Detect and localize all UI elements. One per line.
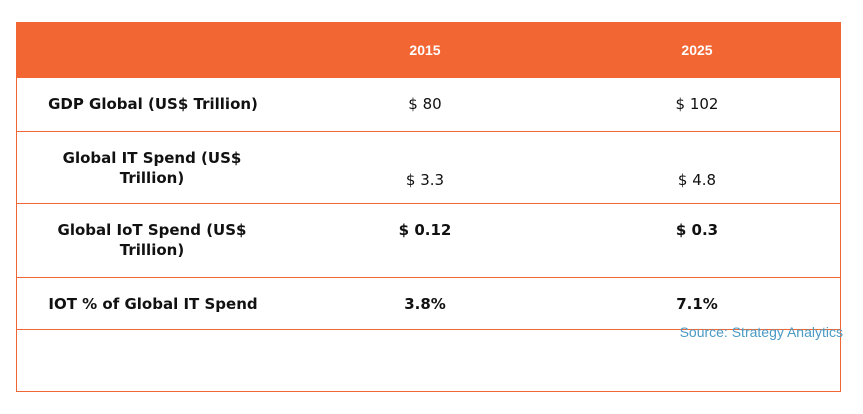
row-label-gdp: GDP Global (US$ Trillion): [48, 95, 258, 113]
value-iot-2025: $ 0.3: [675, 221, 719, 239]
header-2015: 2015: [409, 42, 441, 58]
header-2025: 2025: [681, 42, 713, 58]
table-row: Global IT Spend (US$ Trillion) $ 3.3 $ 4…: [17, 131, 840, 203]
value-iot-percent-2015: 3.8%: [404, 295, 446, 313]
table-header: 2015 2025: [17, 23, 840, 77]
divider: [17, 329, 840, 330]
value-gdp-2025: $ 102: [675, 95, 719, 113]
data-table: 2015 2025 GDP Global (US$ Trillion) $ 80…: [16, 22, 841, 392]
table-row: Global IoT Spend (US$ Trillion) $ 0.12 $…: [17, 203, 840, 277]
value-iot-percent-2025: 7.1%: [676, 295, 718, 313]
value-it-2015: $ 3.3: [405, 171, 445, 189]
row-label-iot-percent: IOT % of Global IT Spend: [48, 295, 258, 313]
row-label-it-spend: Global IT Spend (US$ Trillion): [62, 149, 242, 187]
value-it-2025: $ 4.8: [677, 171, 717, 189]
value-iot-2015: $ 0.12: [398, 221, 452, 239]
table-row: IOT % of Global IT Spend 3.8% 7.1%: [17, 277, 840, 329]
table-row: GDP Global (US$ Trillion) $ 80 $ 102: [17, 77, 840, 131]
row-label-iot-spend: Global IoT Spend (US$ Trillion): [57, 221, 247, 259]
source-note: Source: Strategy Analytics: [679, 324, 843, 340]
value-gdp-2015: $ 80: [408, 95, 442, 113]
